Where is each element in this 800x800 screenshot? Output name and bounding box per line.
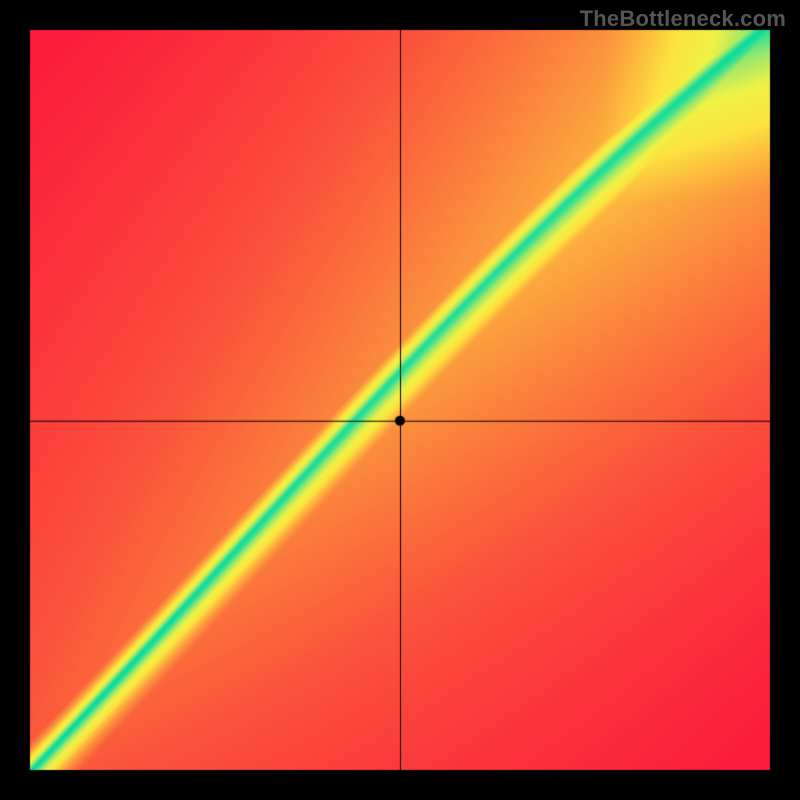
chart-container: TheBottleneck.com [0,0,800,800]
watermark-text: TheBottleneck.com [580,6,786,32]
bottleneck-heatmap [0,0,800,800]
